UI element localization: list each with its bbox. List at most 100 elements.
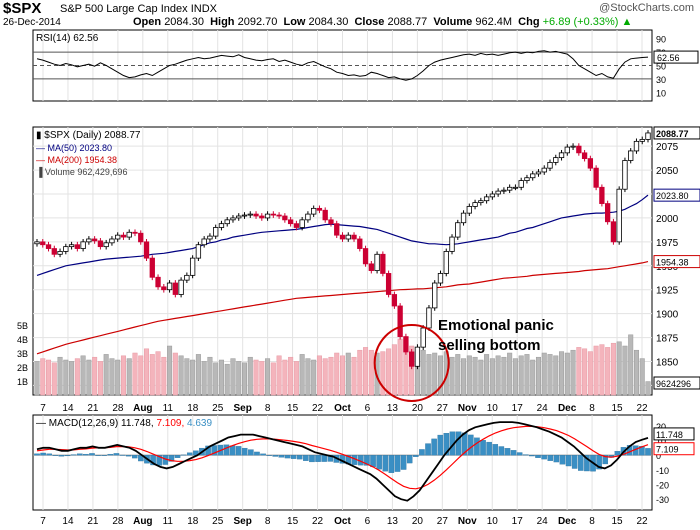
volume-bar <box>144 348 150 396</box>
volume-bar <box>478 359 484 396</box>
candle-body <box>74 244 81 249</box>
macd-histogram-bar <box>174 455 181 458</box>
price-x-tick-label: 7 <box>40 403 46 414</box>
macd-histogram-bar <box>248 449 254 456</box>
candle-body <box>403 336 409 353</box>
annotation-text-line2: selling bottom <box>438 337 541 354</box>
macd-histogram-bar <box>419 449 425 456</box>
volume-bar <box>299 354 305 396</box>
macd-x-tick-label: 22 <box>636 516 648 527</box>
volume-bar <box>386 348 392 396</box>
macd-histogram-bar <box>260 453 266 456</box>
volume-bar <box>639 358 645 396</box>
candle-body <box>414 346 421 367</box>
candle-body <box>599 186 605 204</box>
candle-body <box>345 234 351 240</box>
macd-x-tick-label: Nov <box>458 516 477 527</box>
macd-histogram-bar <box>474 437 480 456</box>
candle-body <box>339 234 346 240</box>
candle-body <box>224 219 230 225</box>
price-x-tick-label: 25 <box>212 403 224 414</box>
price-value-label: 2088.77 <box>656 129 689 139</box>
macd-x-tick-label: Dec <box>558 516 577 527</box>
macd-histogram-bar <box>602 455 609 465</box>
volume-bar <box>605 347 611 396</box>
volume-bar <box>247 356 253 396</box>
volume-bar <box>265 358 271 396</box>
rsi-y-tick-label: 50 <box>656 62 666 72</box>
volume-y-tick-label: 5B <box>17 321 28 331</box>
candle-body <box>91 238 98 242</box>
macd-x-tick-label: 25 <box>212 516 224 527</box>
macd-histogram-bar <box>229 445 236 456</box>
volume-bar <box>559 351 565 396</box>
macd-histogram-bar <box>186 452 193 456</box>
macd-histogram-bar <box>559 455 566 465</box>
macd-histogram-bar <box>400 455 407 470</box>
volume-bar <box>564 352 570 396</box>
macd-histogram-bar <box>235 446 242 456</box>
candle-body <box>397 305 403 338</box>
macd-x-tick-label: 24 <box>537 516 549 527</box>
candle-body <box>449 236 455 252</box>
volume-bar <box>530 359 536 396</box>
macd-histogram-bar <box>101 455 107 456</box>
macd-value-box <box>653 442 695 456</box>
macd-histogram-bar <box>321 455 327 462</box>
volume-bar <box>616 341 622 396</box>
volume-bar <box>120 355 126 396</box>
macd-histogram-bar <box>370 455 376 468</box>
price-y-tick-label: 2050 <box>656 166 679 177</box>
candle-body <box>207 235 213 240</box>
macd-histogram-bar <box>241 447 248 456</box>
macd-histogram-bar <box>76 453 83 456</box>
macd-x-tick-label: Aug <box>133 516 152 527</box>
volume-bar <box>305 358 311 396</box>
volume-bar <box>599 344 605 396</box>
macd-histogram-bar <box>150 455 156 466</box>
macd-x-tick-label: 18 <box>187 516 199 527</box>
rsi-y-tick-label: 90 <box>656 35 666 45</box>
macd-histogram-bar <box>596 455 602 470</box>
ticker-symbol[interactable]: $SPX <box>3 0 42 17</box>
volume-bar <box>224 363 230 396</box>
macd-histogram-bar <box>614 451 621 456</box>
macd-histogram-bar <box>83 453 89 456</box>
candle-body <box>189 257 196 276</box>
price-x-tick-label: 17 <box>512 403 524 414</box>
volume-bar <box>489 358 495 396</box>
volume-bar <box>507 352 513 396</box>
rsi-value-box <box>653 50 699 64</box>
macd-value-label: 11.748 <box>656 430 683 440</box>
volume-bar <box>357 349 363 396</box>
macd-histogram-bar <box>254 451 260 456</box>
rsi-value-label: 62.56 <box>657 53 680 63</box>
candle-body <box>466 206 472 214</box>
price-x-tick-label: 10 <box>487 403 499 414</box>
price-value-box <box>653 126 700 140</box>
macd-x-tick-label: 10 <box>487 516 499 527</box>
candle-body <box>495 190 501 195</box>
volume-bar <box>576 347 582 396</box>
up-arrow-icon: ▲ <box>621 16 633 28</box>
volume-bar <box>437 355 443 396</box>
macd-histogram-bar <box>180 454 187 456</box>
macd-histogram-bar <box>223 444 230 456</box>
volume-bar <box>570 349 576 396</box>
macd-x-tick-label: 22 <box>312 516 324 527</box>
macd-histogram-bar <box>40 452 46 456</box>
candle-body <box>483 196 490 202</box>
ma200-line <box>36 261 649 355</box>
macd-histogram-bar <box>34 453 40 456</box>
macd-histogram-bar <box>119 454 126 456</box>
candle-body <box>103 242 109 248</box>
stockcharts-logo[interactable]: @StockCharts.com <box>599 2 694 14</box>
volume-bar <box>420 349 426 396</box>
volume-bar <box>86 359 92 396</box>
macd-histogram-bar <box>278 455 285 458</box>
volume-bar <box>155 351 161 396</box>
volume-y-tick-label: 2B <box>17 363 28 373</box>
candle-body <box>293 223 300 228</box>
candle-body <box>241 214 248 217</box>
